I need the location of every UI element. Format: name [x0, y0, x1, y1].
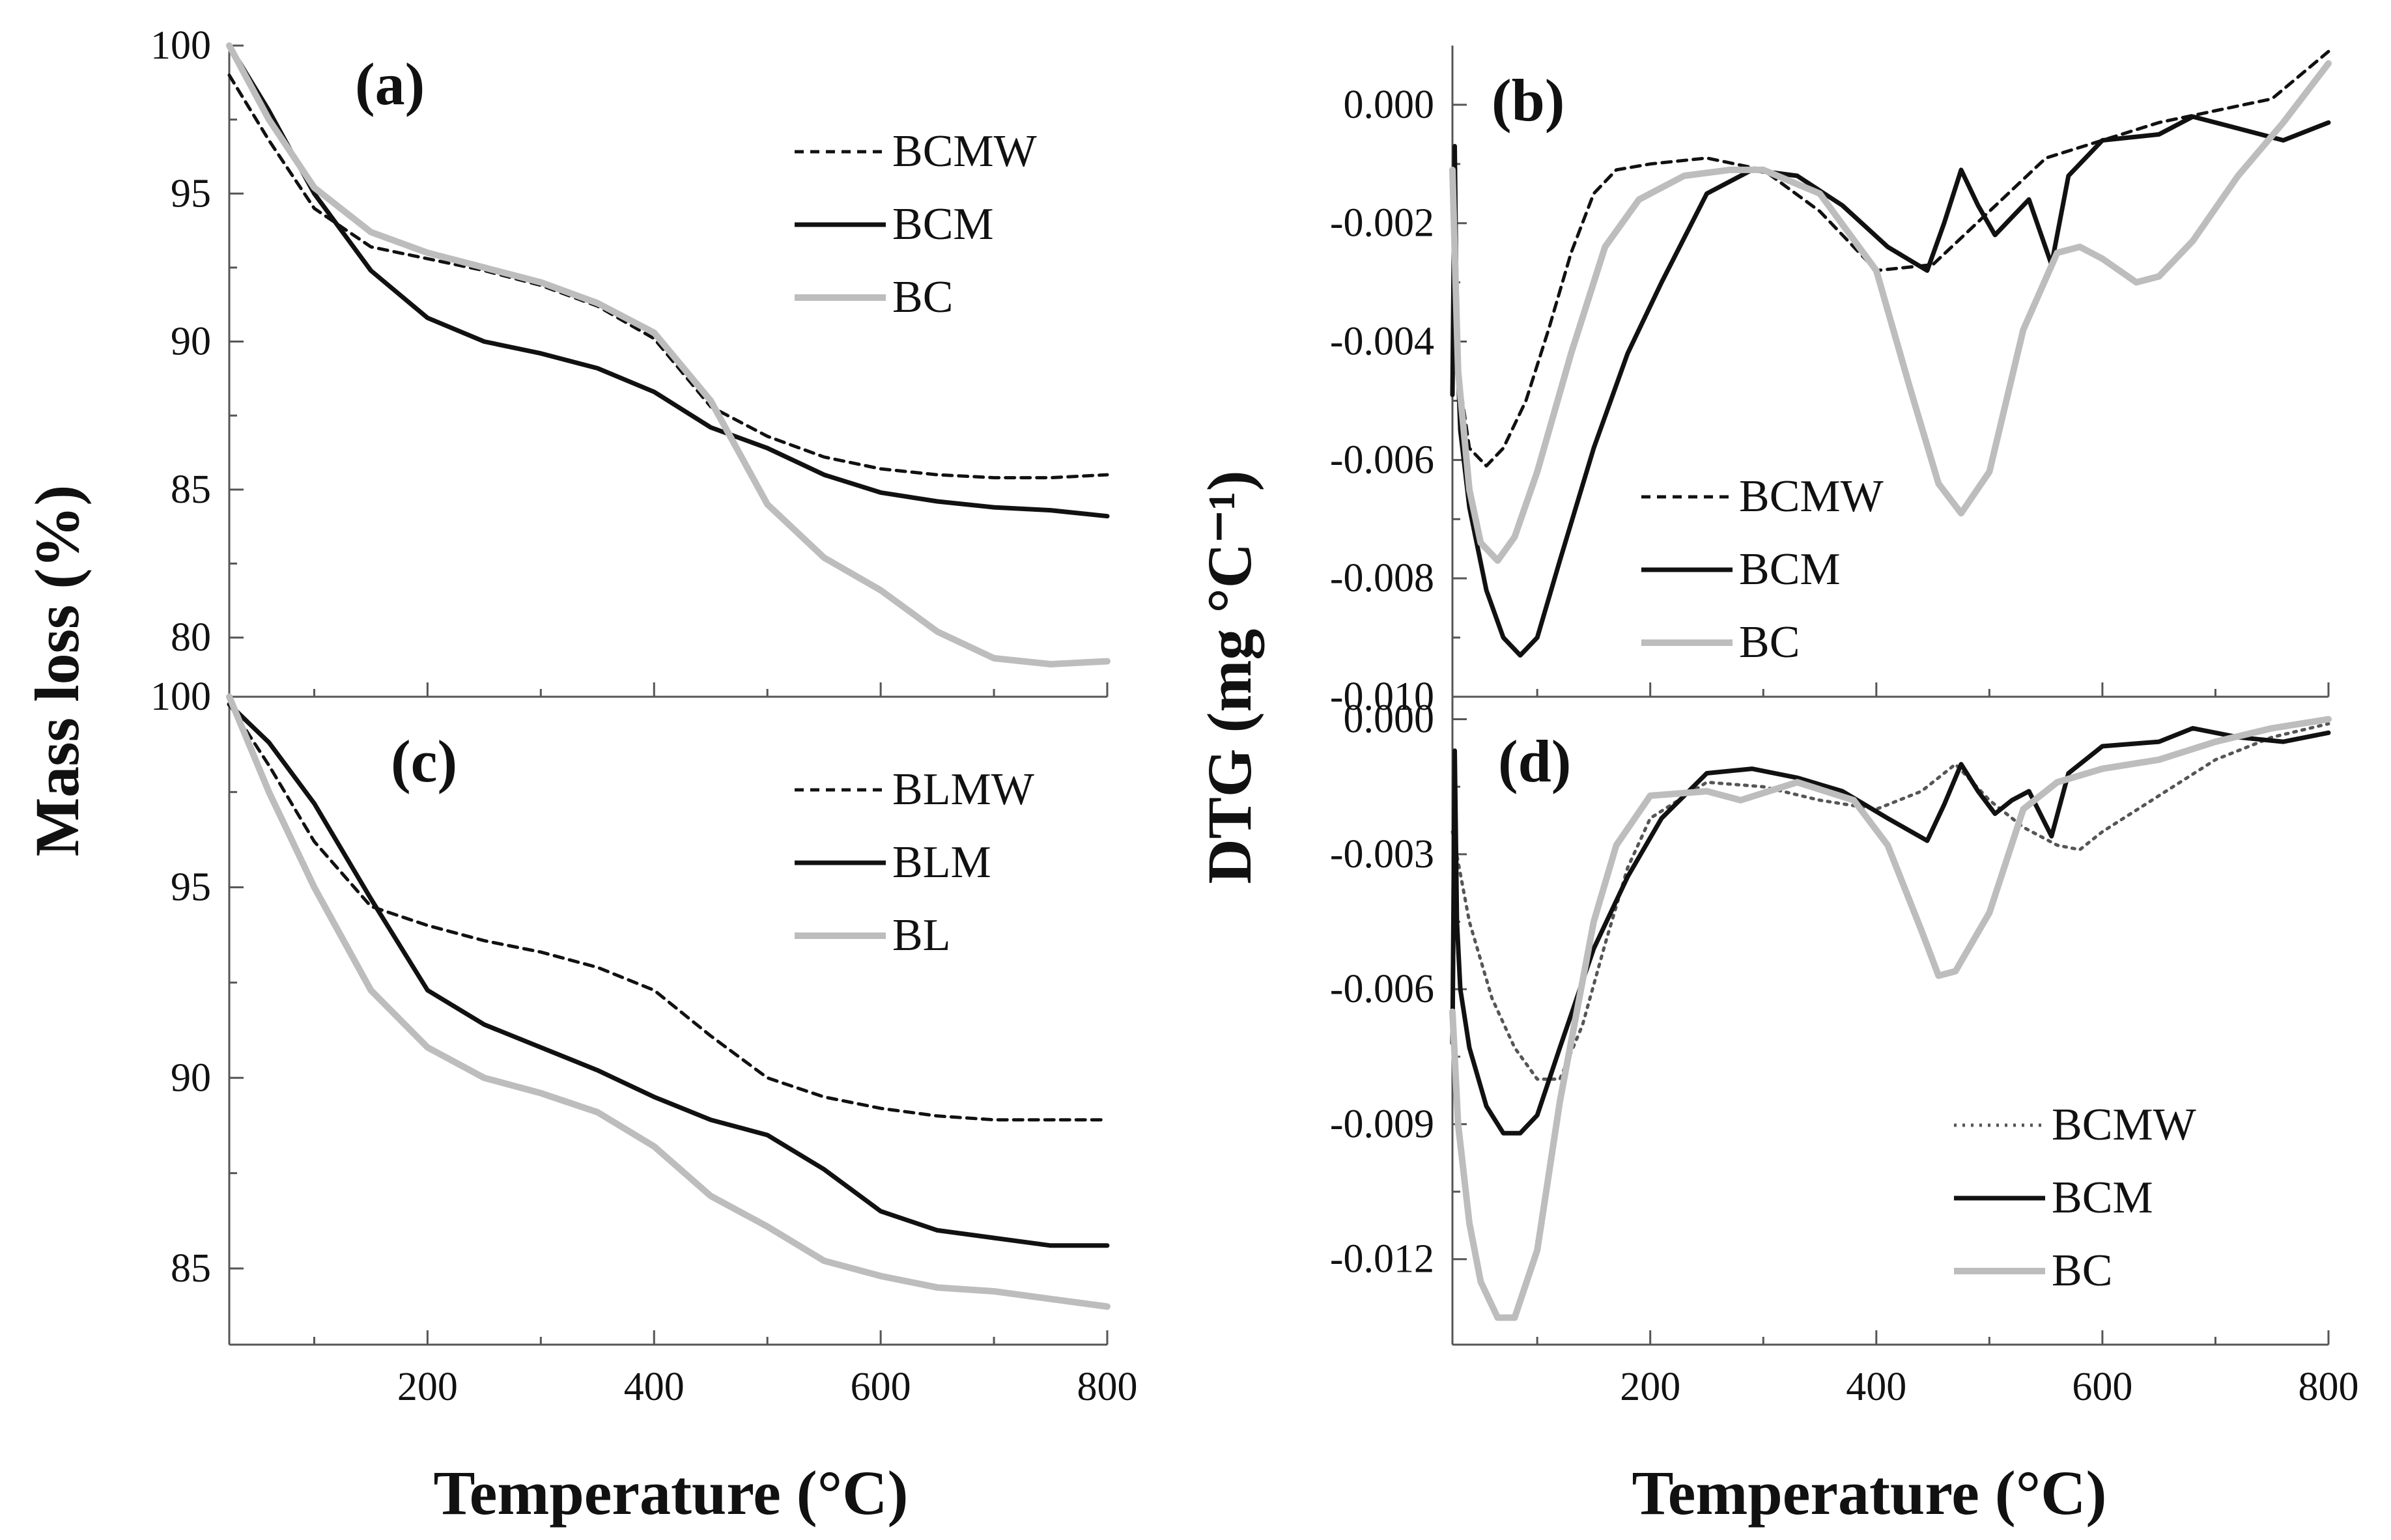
- legend-label-c-blm: BLM: [892, 837, 991, 888]
- y-tick-label-b: -0.006: [1330, 438, 1434, 482]
- x-tick-label-d: 400: [1846, 1365, 1906, 1409]
- y-tick-label-a: 85: [171, 468, 211, 512]
- series-line-d-bc: [1449, 716, 2332, 1321]
- series-line-b-bcmw: [1450, 49, 2330, 468]
- legend-label-d-bc: BC: [2052, 1246, 2112, 1296]
- legend-label-a-bcm: BCM: [892, 199, 994, 249]
- left-x-axis-title: Temperature (°C): [434, 1458, 909, 1528]
- legend-label-a-bc: BC: [892, 272, 953, 322]
- y-tick-label-d: -0.006: [1330, 967, 1434, 1011]
- right-x-axis-title: Temperature (°C): [1632, 1458, 2107, 1528]
- y-tick-label-c: 90: [171, 1056, 211, 1100]
- right-y-axis-title: DTG (mg °C⁻¹): [1195, 470, 1264, 884]
- y-tick-label-b: 0.000: [1344, 83, 1435, 127]
- series-line-c-blm: [227, 702, 1110, 1248]
- y-tick-label-d: -0.009: [1330, 1102, 1434, 1146]
- y-tick-label-c: 85: [171, 1246, 211, 1291]
- y-tick-label-b: -0.010: [1330, 675, 1434, 719]
- legend-label-c-bl: BL: [892, 910, 950, 960]
- y-tick-label-a: 90: [171, 320, 211, 364]
- y-tick-label-b: -0.002: [1330, 201, 1434, 245]
- panel-b: -0.010 -0.008 -0.006 -0.004 -0.002 0.000 BCMW B…: [1330, 46, 2332, 719]
- y-tick-label-d: 0.000: [1344, 697, 1435, 742]
- y-tick-label-a: 80: [171, 615, 211, 660]
- y-tick-label-b: -0.004: [1330, 320, 1434, 364]
- y-tick-label-d: -0.012: [1330, 1237, 1434, 1281]
- legend-label-a-bcmw: BCMW: [892, 126, 1037, 176]
- legend-label-b-bcm: BCM: [1739, 544, 1841, 595]
- series-line-a-bc: [226, 42, 1111, 667]
- left-y-axis-title: Mass loss (%): [22, 485, 92, 857]
- legend-label-d-bcmw: BCMW: [2052, 1100, 2196, 1150]
- legend-label-b-bcmw: BCMW: [1739, 471, 1884, 522]
- y-tick-label-b: -0.008: [1330, 556, 1434, 600]
- legend-label-c-blmw: BLMW: [892, 764, 1034, 815]
- series-line-a-bcm: [227, 43, 1110, 519]
- x-tick-label-d: 800: [2299, 1365, 2359, 1409]
- x-tick-label-d: 600: [2072, 1365, 2132, 1409]
- x-tick-label-c: 600: [851, 1365, 911, 1409]
- panel-d: -0.012 -0.009 -0.006 -0.003 0.000 200 400 600 80…: [1330, 697, 2359, 1409]
- panel-label-c: (c): [391, 728, 457, 794]
- series-line-a-bcmw: [227, 74, 1109, 480]
- y-tick-label-a: 100: [150, 23, 211, 68]
- series-line-b-bcm: [1450, 114, 2331, 658]
- x-tick-label-c: 800: [1077, 1365, 1138, 1409]
- series-line-c-blmw: [227, 703, 1109, 1122]
- y-tick-label-c: 95: [171, 865, 211, 910]
- legend-label-d-bcm: BCM: [2052, 1173, 2153, 1223]
- x-tick-label-c: 200: [397, 1365, 458, 1409]
- y-tick-label-d: -0.003: [1330, 832, 1434, 876]
- panel-label-b: (b): [1492, 67, 1564, 133]
- x-tick-label-d: 200: [1620, 1365, 1680, 1409]
- series-line-d-bcm: [1450, 725, 2331, 1136]
- series-line-c-bl: [226, 693, 1111, 1310]
- y-tick-label-c: 100: [150, 675, 211, 719]
- series-line-b-bc: [1449, 60, 2332, 564]
- panel-label-d: (d): [1498, 728, 1571, 794]
- y-tick-label-a: 95: [171, 171, 211, 216]
- legend-label-b-bc: BC: [1739, 617, 1800, 667]
- panel-a: 80 85 90 95 100 BCMW BCM BC (a): [150, 23, 1111, 698]
- panel-c: 85 90 95 100 200 400 600 800 BLMW BLM BL (c): [150, 675, 1138, 1409]
- x-tick-label-c: 400: [624, 1365, 685, 1409]
- series-line-d-bcmw: [1450, 722, 2330, 1081]
- panel-label-a: (a): [355, 51, 425, 117]
